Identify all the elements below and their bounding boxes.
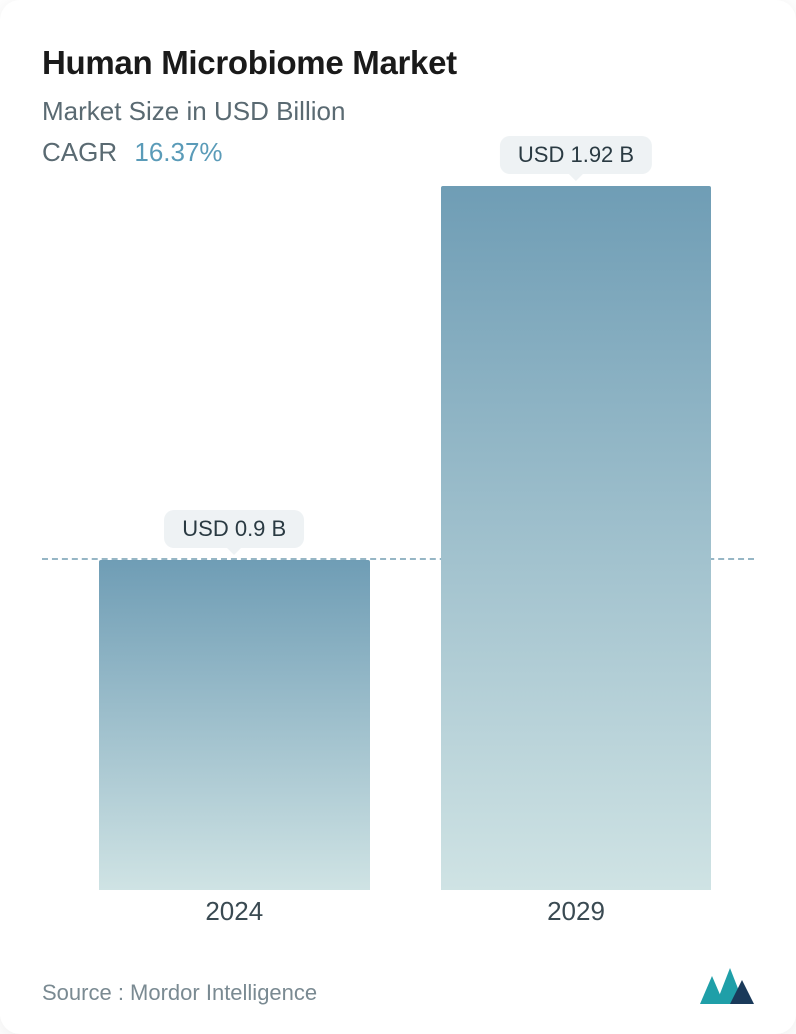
chart-card: Human Microbiome Market Market Size in U… (0, 0, 796, 1034)
chart-subtitle: Market Size in USD Billion (42, 96, 754, 127)
plot-region: USD 0.9 BUSD 1.92 B (42, 186, 754, 890)
footer: Source : Mordor Intelligence (42, 966, 754, 1006)
bar-value-label-2024: USD 0.9 B (164, 510, 304, 548)
bar-2029 (441, 186, 712, 890)
bar-2024 (99, 560, 370, 890)
mordor-logo-icon (698, 966, 754, 1006)
bar-value-label-2029: USD 1.92 B (500, 136, 652, 174)
chart-area: USD 0.9 BUSD 1.92 B 2024 2029 (42, 186, 754, 960)
x-axis-labels: 2024 2029 (42, 896, 754, 936)
cagr-label: CAGR (42, 137, 117, 167)
x-label-2024: 2024 (205, 896, 263, 927)
source-text: Source : Mordor Intelligence (42, 980, 317, 1006)
x-label-2029: 2029 (547, 896, 605, 927)
chart-title: Human Microbiome Market (42, 44, 754, 82)
cagr-value: 16.37% (134, 137, 222, 167)
